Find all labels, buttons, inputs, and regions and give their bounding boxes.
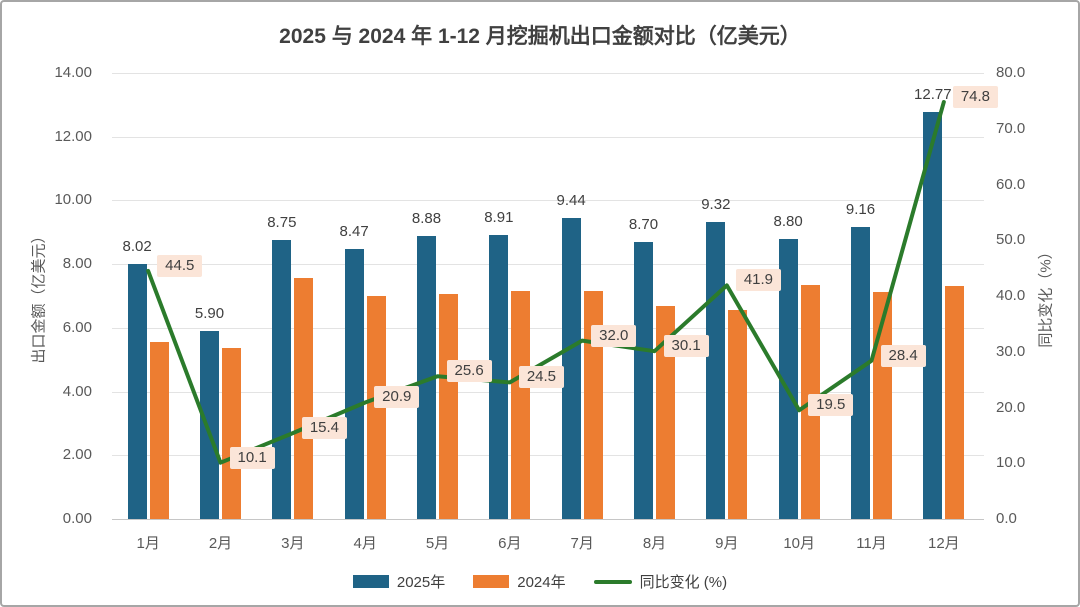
left-axis-tick-label: 10.00 bbox=[54, 191, 92, 209]
bar-value-label: 8.75 bbox=[267, 214, 297, 232]
bar-2024 bbox=[873, 291, 892, 519]
bar-2025 bbox=[634, 241, 653, 519]
left-axis-tick-label: 8.00 bbox=[62, 255, 92, 273]
bar-value-label: 8.80 bbox=[773, 212, 803, 230]
left-axis-tick-label: 0.00 bbox=[62, 510, 92, 527]
left-axis-tick-label: 4.00 bbox=[62, 382, 92, 400]
bar-2025 bbox=[561, 218, 581, 519]
bar-2024 bbox=[511, 290, 531, 519]
legend-label: 同比变化 (%) bbox=[639, 574, 728, 591]
bar-value-label: 8.91 bbox=[484, 209, 514, 227]
right-axis-tick-label: 0.0 bbox=[996, 510, 1017, 527]
left-axis-tick-label: 6.00 bbox=[62, 318, 92, 336]
x-axis-category-label: 9月 bbox=[715, 535, 739, 552]
right-axis-tick-label: 70.0 bbox=[996, 119, 1026, 137]
gridline bbox=[112, 136, 984, 138]
left-axis-tick-label: 2.00 bbox=[62, 446, 92, 464]
line-value-label: 41.9 bbox=[735, 269, 782, 292]
bar-2024 bbox=[149, 342, 169, 519]
bar-2025 bbox=[706, 222, 726, 519]
bar-2025 bbox=[417, 236, 436, 519]
legend-item: 同比变化 (%) bbox=[593, 571, 728, 592]
x-axis-category-label: 1月 bbox=[136, 535, 160, 552]
legend-label: 2024年 bbox=[517, 574, 566, 591]
x-axis-category-label: 8月 bbox=[642, 535, 667, 552]
bar-2025 bbox=[489, 235, 509, 519]
bar-value-label: 8.47 bbox=[339, 223, 369, 241]
bar-2025 bbox=[344, 249, 364, 519]
right-axis-tick-label: 60.0 bbox=[996, 175, 1026, 193]
bar-2025 bbox=[778, 238, 798, 519]
line-value-label: 30.1 bbox=[663, 335, 709, 358]
legend: 2025年 2024年 同比变化 (%) bbox=[2, 571, 1078, 592]
bar-value-label: 9.16 bbox=[845, 201, 876, 219]
x-axis-category-label: 7月 bbox=[570, 535, 594, 552]
bar-2025 bbox=[923, 112, 943, 519]
x-axis-category-label: 4月 bbox=[353, 535, 377, 552]
bar-value-label: 9.32 bbox=[701, 196, 731, 214]
right-axis-tick-label: 80.0 bbox=[996, 64, 1026, 81]
line-value-label: 44.5 bbox=[157, 254, 203, 277]
right-axis-tick-label: 50.0 bbox=[996, 231, 1026, 249]
x-axis-category-label: 2月 bbox=[208, 535, 233, 552]
chart-title: 2025 与 2024 年 1-12 月挖掘机出口金额对比（亿美元） bbox=[279, 25, 801, 48]
legend-bar-swatch bbox=[473, 575, 510, 588]
left-axis-tick-label: 14.00 bbox=[54, 64, 92, 81]
bar-2024 bbox=[728, 309, 748, 519]
x-axis-category-label: 12月 bbox=[927, 535, 960, 552]
x-axis-category-label: 3月 bbox=[281, 535, 305, 552]
bar-2024 bbox=[945, 286, 965, 519]
legend-label: 2025年 bbox=[396, 574, 446, 591]
gridline bbox=[112, 73, 984, 74]
left-axis-title: 出口金额（亿美元） bbox=[30, 228, 48, 364]
bar-2025 bbox=[127, 263, 147, 519]
right-axis-tick-label: 40.0 bbox=[996, 287, 1026, 304]
line-value-label: 10.1 bbox=[229, 446, 275, 469]
bar-2025 bbox=[851, 227, 870, 519]
bar-value-label: 5.90 bbox=[194, 305, 225, 323]
bar-2024 bbox=[222, 348, 241, 519]
right-axis-tick-label: 10.0 bbox=[996, 454, 1026, 472]
bar-2025 bbox=[272, 240, 292, 519]
left-axis-tick-label: 12.00 bbox=[54, 127, 92, 145]
legend-item: 2024年 bbox=[473, 571, 566, 592]
bar-value-label: 8.02 bbox=[122, 237, 152, 255]
bar-value-label: 9.44 bbox=[556, 192, 586, 210]
right-axis-tick-label: 30.0 bbox=[996, 342, 1026, 360]
line-value-label: 25.6 bbox=[446, 360, 492, 383]
line-value-label: 19.5 bbox=[808, 394, 854, 417]
bar-2024 bbox=[439, 293, 458, 519]
right-axis-tick-label: 20.0 bbox=[996, 398, 1026, 416]
x-axis-baseline bbox=[112, 519, 984, 520]
bar-2025 bbox=[200, 331, 219, 519]
x-axis-category-label: 6月 bbox=[498, 535, 522, 552]
line-value-label: 15.4 bbox=[301, 417, 348, 440]
bar-2024 bbox=[294, 277, 314, 519]
line-value-label: 74.8 bbox=[952, 85, 999, 108]
x-axis-category-label: 5月 bbox=[425, 535, 450, 552]
line-value-label: 32.0 bbox=[591, 324, 637, 347]
legend-line-swatch bbox=[593, 579, 632, 584]
line-value-label: 24.5 bbox=[518, 366, 565, 389]
line-value-label: 20.9 bbox=[374, 386, 420, 409]
legend-bar-swatch bbox=[352, 575, 389, 588]
x-axis-category-label: 11月 bbox=[856, 535, 887, 552]
legend-item: 2025年 bbox=[352, 571, 446, 592]
bar-value-label: 8.70 bbox=[628, 215, 659, 233]
line-value-label: 28.4 bbox=[880, 344, 926, 367]
bar-value-label: 12.77 bbox=[914, 86, 952, 104]
x-axis-category-label: 10月 bbox=[783, 535, 815, 552]
bar-value-label: 8.88 bbox=[411, 210, 442, 228]
